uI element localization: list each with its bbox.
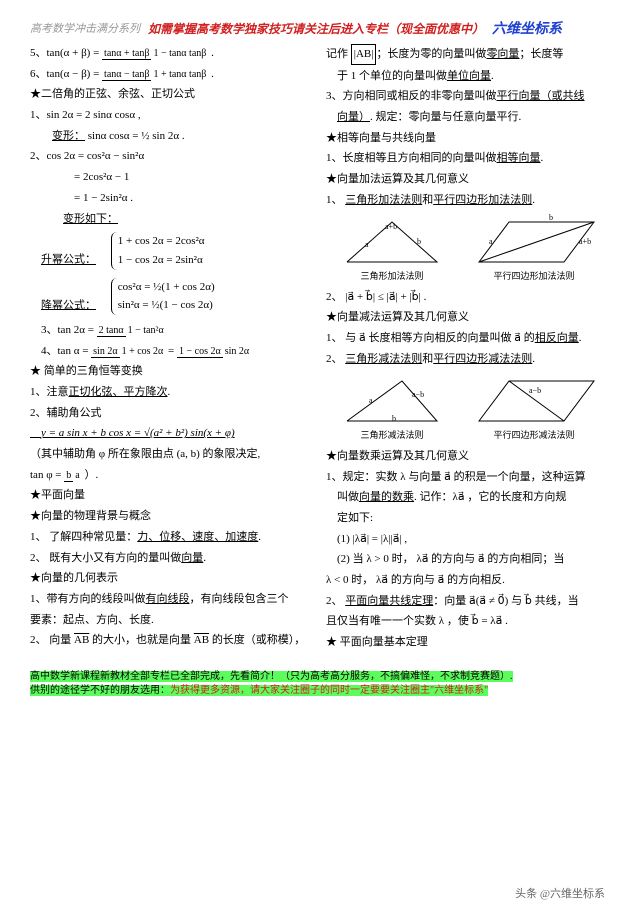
h9: ★向量数乘运算及其几何意义 <box>326 447 610 466</box>
r9d: 定如下: <box>326 509 610 528</box>
svg-text:a: a <box>369 396 373 405</box>
parallelogram-add-icon: a b a+b <box>469 214 599 269</box>
line-cos2a: 2、cos 2α = cos²α − sin²α <box>30 147 314 166</box>
h10: ★ 平面向量基本定理 <box>326 633 610 652</box>
line-cos2a-c: = 1 − 2sin²α . <box>30 189 314 208</box>
r12: 2、 平面向量共线定理：向量 a⃗(a⃗ ≠ 0⃗) 与 b⃗ 共线，当 <box>326 592 610 611</box>
h7: ★向量加法运算及其几何意义 <box>326 170 610 189</box>
p2: 2、 既有大小又有方向的量叫做向量. <box>30 549 314 568</box>
svg-text:a−b: a−b <box>529 386 541 395</box>
right-column: 记作 |AB|；长度为零的向量叫做零向量；长度等 于 1 个单位的向量叫做单位向… <box>326 44 610 654</box>
r4: 1、长度相等且方向相同的向量叫做相等向量. <box>326 149 610 168</box>
svg-text:a+b: a+b <box>385 222 397 231</box>
parallelogram-sub-icon: a−b <box>469 373 599 428</box>
line-cos2a-b: = 2cos²α − 1 <box>30 168 314 187</box>
r2: 于 1 个单位的向量叫做单位向量. <box>326 67 610 86</box>
line-bx2: 变形如下： <box>30 210 314 229</box>
p1: 1、 了解四种常见量：力、位移、速度、加速度. <box>30 528 314 547</box>
p3: 1、带有方向的线段叫做有向线段，有向线段包含三个 <box>30 590 314 609</box>
heading-vector: ★平面向量 <box>30 486 314 505</box>
left-column: 5、tan(α + β) = tanα + tanβ1 − tanα tanβ … <box>30 44 314 654</box>
heading-transform: ★ 简单的三角恒等变换 <box>30 362 314 381</box>
r10: (1) |λa⃗| = |λ||a⃗| , <box>326 530 610 549</box>
p3b: 要素：起点、方向、长度. <box>30 611 314 630</box>
p4: 2、 向量 AB 的大小，也就是向量 AB 的长度（或称模）， <box>30 631 314 650</box>
footer-promo: 高中数学新课程新教材全部专栏已全部完成，先看简介！（只为高考高分服务，不搞偏难怪… <box>30 670 610 698</box>
r3: 3、方向相同或相反的非零向量叫做平行向量（或共线 <box>326 87 610 106</box>
header-series: 高考数学冲击满分系列 <box>30 20 140 36</box>
triangle-sub-icon: a b a−b <box>337 373 447 428</box>
sheng-mi: 升幂公式： 1 + cos 2α = 2cos²α1 − cos 2α = 2s… <box>30 230 314 271</box>
formula-5: 5、tan(α + β) = tanα + tanβ1 − tanα tanβ … <box>30 44 314 63</box>
svg-text:b: b <box>417 237 421 246</box>
formula-6: 6、tan(α − β) = tanα − tanβ1 + tanα tanβ … <box>30 65 314 84</box>
r6: 2、 |a⃗ + b⃗| ≤ |a⃗| + |b⃗| . <box>326 288 610 307</box>
svg-text:b: b <box>549 214 553 222</box>
line-bx1: 变形： sinα cosα = ½ sin 2α . <box>30 127 314 146</box>
heading-double-angle: ★二倍角的正弦、余弦、正切公式 <box>30 85 314 104</box>
note-1: 1、注意正切化弦、平方降次. <box>30 383 314 402</box>
r9b: 叫做向量的数乘. 记作：λa⃗ ，它的长度和方向规 <box>326 488 610 507</box>
tan-phi: tan φ = ba ）. <box>30 466 314 485</box>
note-2: 2、辅助角公式 <box>30 404 314 423</box>
formula-tana: 4、tan α = sin 2α1 + cos 2α = 1 − cos 2αs… <box>30 342 314 361</box>
aux-note: （其中辅助角 φ 所在象限由点 (a, b) 的象限决定, <box>30 445 314 464</box>
svg-text:a: a <box>489 237 493 246</box>
r11: (2) 当 λ > 0 时， λa⃗ 的方向与 a⃗ 的方向相同；当 <box>326 550 610 569</box>
svg-text:a: a <box>365 240 369 249</box>
header-brand: 六维坐标系 <box>492 18 562 38</box>
r5: 1、 三角形加法法则和平行四边形加法法则. <box>326 191 610 210</box>
h8: ★向量减法运算及其几何意义 <box>326 308 610 327</box>
svg-text:b: b <box>392 414 396 423</box>
r1: 记作 |AB|；长度为零的向量叫做零向量；长度等 <box>326 44 610 65</box>
formula-tan2a: 3、tan 2α = 2 tanα1 − tan²α <box>30 321 314 340</box>
r12c: 且仅当有唯一一个实数 λ ，使 b⃗ = λa⃗ . <box>326 612 610 631</box>
watermark: 头条 @六维坐标系 <box>515 885 605 901</box>
header-promo: 如需掌握高考数学独家技巧请关注后进入专栏（现全面优惠中） <box>148 20 484 37</box>
heading-vector-geo: ★向量的几何表示 <box>30 569 314 588</box>
r3b: 向量）. 规定：零向量与任意向量平行. <box>326 108 610 127</box>
add-figures: ab a+b 三角形加法法则 ab a+b 平行四边形加法法则 <box>326 214 610 284</box>
r9: 1、规定：实数 λ 与向量 a⃗ 的积是一个向量，这种运算 <box>326 468 610 487</box>
r11b: λ < 0 时， λa⃗ 的方向与 a⃗ 的方向相反. <box>326 571 610 590</box>
aux-formula: y = a sin x + b cos x = √(a² + b²) sin(x… <box>30 424 314 443</box>
page-header: 高考数学冲击满分系列 如需掌握高考数学独家技巧请关注后进入专栏（现全面优惠中） … <box>30 18 610 38</box>
sub-figures: ab a−b 三角形减法法则 a−b 平行四边形减法法则 <box>326 373 610 443</box>
h6: ★相等向量与共线向量 <box>326 129 610 148</box>
r8: 2、 三角形减法法则和平行四边形减法法则. <box>326 350 610 369</box>
triangle-add-icon: a b a+b <box>337 214 447 269</box>
heading-vector-bg: ★向量的物理背景与概念 <box>30 507 314 526</box>
svg-text:a+b: a+b <box>579 237 591 246</box>
r7: 1、 与 a⃗ 长度相等方向相反的向量叫做 a⃗ 的相反向量. <box>326 329 610 348</box>
line-sin2a: 1、sin 2α = 2 sinα cosα , <box>30 106 314 125</box>
jiang-mi: 降幂公式： cos²α = ½(1 + cos 2α)sin²α = ½(1 −… <box>30 276 314 317</box>
svg-text:a−b: a−b <box>412 390 424 399</box>
